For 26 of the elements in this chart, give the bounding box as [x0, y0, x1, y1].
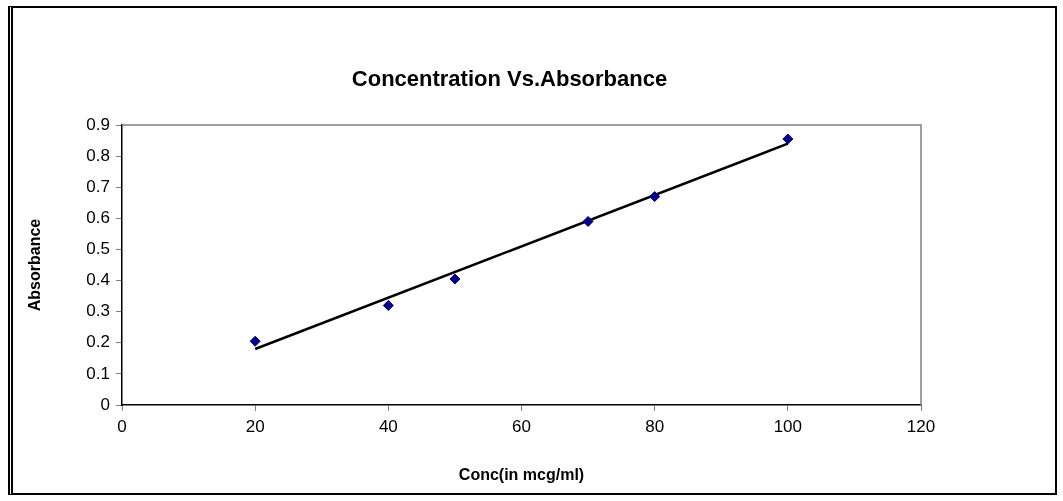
- point: [382, 299, 394, 311]
- y-tick-label: 0: [100, 394, 110, 414]
- point: [782, 133, 794, 145]
- chart-title: Concentration Vs.Absorbance: [351, 66, 668, 92]
- y-tick-label: 0.8: [86, 145, 110, 165]
- x-tick-label: 40: [378, 416, 398, 436]
- y-tick-label: 0.1: [86, 363, 110, 383]
- y-axis-title: Absorbance: [26, 218, 44, 312]
- x-tick-label: 20: [245, 416, 265, 436]
- x-tick-label: 0: [117, 416, 127, 436]
- y-tick-label: 0.3: [86, 301, 110, 321]
- y-tick-label: 0.9: [86, 114, 110, 134]
- point: [582, 215, 594, 227]
- y-tick-label: 0.4: [86, 270, 110, 290]
- x-tick-label: 100: [773, 416, 803, 436]
- point: [449, 273, 461, 285]
- point: [249, 335, 261, 347]
- y-tick-label: 0.2: [86, 332, 110, 352]
- x-tick-label: 120: [906, 416, 936, 436]
- y-tick-label: 0.5: [86, 239, 110, 259]
- point: [649, 191, 661, 203]
- x-axis-title: Conc(in mcg/ml): [458, 465, 585, 483]
- y-tick-label: 0.6: [86, 208, 110, 228]
- x-tick-label: 60: [512, 416, 531, 436]
- y-tick-label: 0.7: [86, 176, 110, 196]
- x-tick-label: 80: [645, 416, 665, 436]
